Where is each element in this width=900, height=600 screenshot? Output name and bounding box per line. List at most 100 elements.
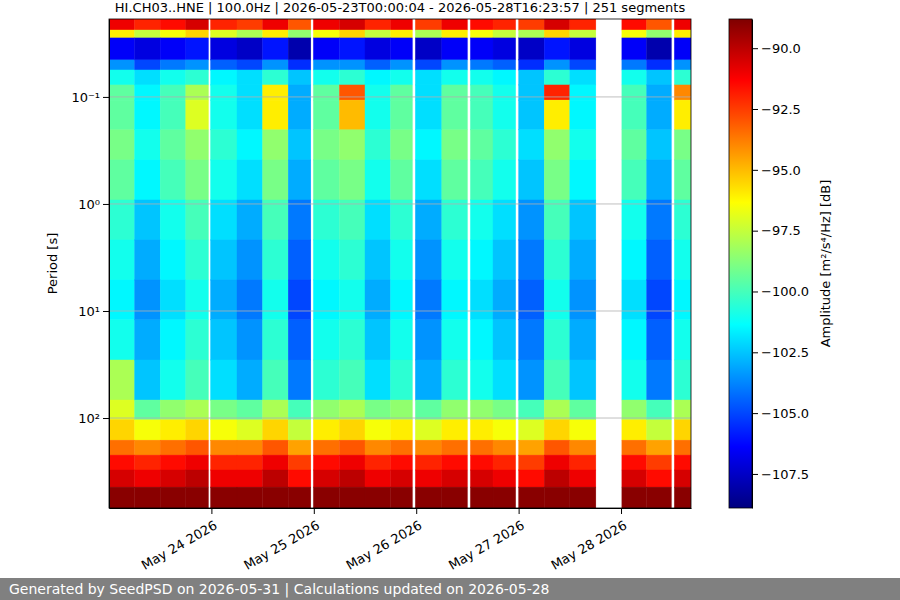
colorbar-tick-mark [752,291,758,292]
heatmap-cell [674,30,691,38]
heatmap-cell [288,160,311,200]
y-tick: 10⁰ [78,197,109,212]
heatmap-cell [442,470,468,487]
heatmap-cell [313,487,339,508]
heatmap-cell [570,19,596,30]
heatmap-cell [186,455,209,470]
heatmap-cell [263,30,289,38]
x-tick-mark [416,508,417,514]
heatmap-cell [442,19,468,30]
heatmap-cell [674,85,691,100]
grid [109,97,691,418]
heatmap-cell [263,200,289,240]
heatmap-cell [470,320,493,360]
colorbar-tick-mark [752,352,758,353]
heatmap-cell [493,320,516,360]
heatmap-cell [470,19,493,30]
heatmap-cell [519,130,545,160]
heatmap-cell [313,85,339,100]
heatmap-cell [622,420,647,440]
colorbar-tick-label: −105.0 [761,406,809,421]
y-tick-mark [103,311,109,312]
heatmap-cell [186,19,209,30]
heatmap-cell [160,85,186,100]
heatmap-cell [493,440,516,455]
heatmap-cell [442,85,468,100]
heatmap-cell [186,30,209,38]
heatmap-cell [211,38,237,60]
y-tick: 10¹ [78,304,109,319]
heatmap-cell [160,440,186,455]
heatmap-cell [674,100,691,130]
heatmap-cell [493,200,516,240]
x-tick-label: May 26 2026 [344,518,425,573]
colorbar-tick-mark [752,109,758,110]
heatmap-cell [493,30,516,38]
heatmap-cell [519,100,545,130]
heatmap-cell [160,70,186,85]
heatmap-cell [160,160,186,200]
heatmap-cell [365,240,391,280]
heatmap-cell [263,130,289,160]
x-axis: May 24 2026May 25 2026May 26 2026May 27 … [110,508,692,573]
heatmap-cell [135,85,161,100]
heatmap-cell [313,60,339,70]
heatmap-cell [622,280,647,320]
heatmap-cell [186,320,209,360]
heatmap-cell [288,280,311,320]
heatmap-cell [339,455,365,470]
heatmap-cell [160,30,186,38]
colorbar-axis: −90.0−92.5−95.0−97.5−100.0−102.5−105.0−1… [752,20,809,509]
heatmap-cell [339,320,365,360]
heatmap-cell [442,320,468,360]
heatmap-cell [263,85,289,100]
heatmap-cell [519,30,545,38]
heatmap-cell [622,130,647,160]
heatmap-cell [160,455,186,470]
heatmap-cell [365,19,391,30]
heatmap-cell [109,440,135,455]
heatmap-cell [160,200,186,240]
heatmap-cell [211,470,237,487]
heatmap-cell [442,70,468,85]
heatmap-cell [135,320,161,360]
heatmap-cell [442,200,468,240]
heatmap-cell [288,455,311,470]
heatmap-cell [339,487,365,508]
heatmap-cell [470,360,493,400]
heatmap-cell [365,360,391,400]
heatmap-cell [288,240,311,280]
colorbar-tick-label: −102.5 [761,345,809,360]
heatmap-cell [211,400,237,420]
heatmap-cell [186,280,209,320]
y-axis-title: Period [s] [45,233,60,295]
heatmap-cell [365,200,391,240]
heatmap-cell [442,487,468,508]
heatmap-cell [493,100,516,130]
heatmap-cell [313,160,339,200]
heatmap-cell [647,280,672,320]
heatmap-cell [470,420,493,440]
heatmap-cell [186,70,209,85]
heatmap-cell [109,470,135,487]
heatmap-cell [135,100,161,130]
heatmap-cell [470,70,493,85]
heatmap-cell [415,38,441,60]
heatmap-cell [647,85,672,100]
heatmap-cell [519,70,545,85]
heatmap-cell [186,160,209,200]
heatmap-cell [365,400,391,420]
heatmap-cell [365,100,391,130]
heatmap-cell [544,280,570,320]
heatmap-cell [365,130,391,160]
heatmap-cell [442,38,468,60]
heatmap-cell [519,440,545,455]
heatmap-cell [160,60,186,70]
heatmap-cell [288,360,311,400]
heatmap-cell [544,30,570,38]
heatmap-cell [570,100,596,130]
heatmap-cell [570,487,596,508]
heatmap-cell [339,38,365,60]
y-tick-label: 10⁰ [78,197,100,212]
heatmap-cell [365,160,391,200]
